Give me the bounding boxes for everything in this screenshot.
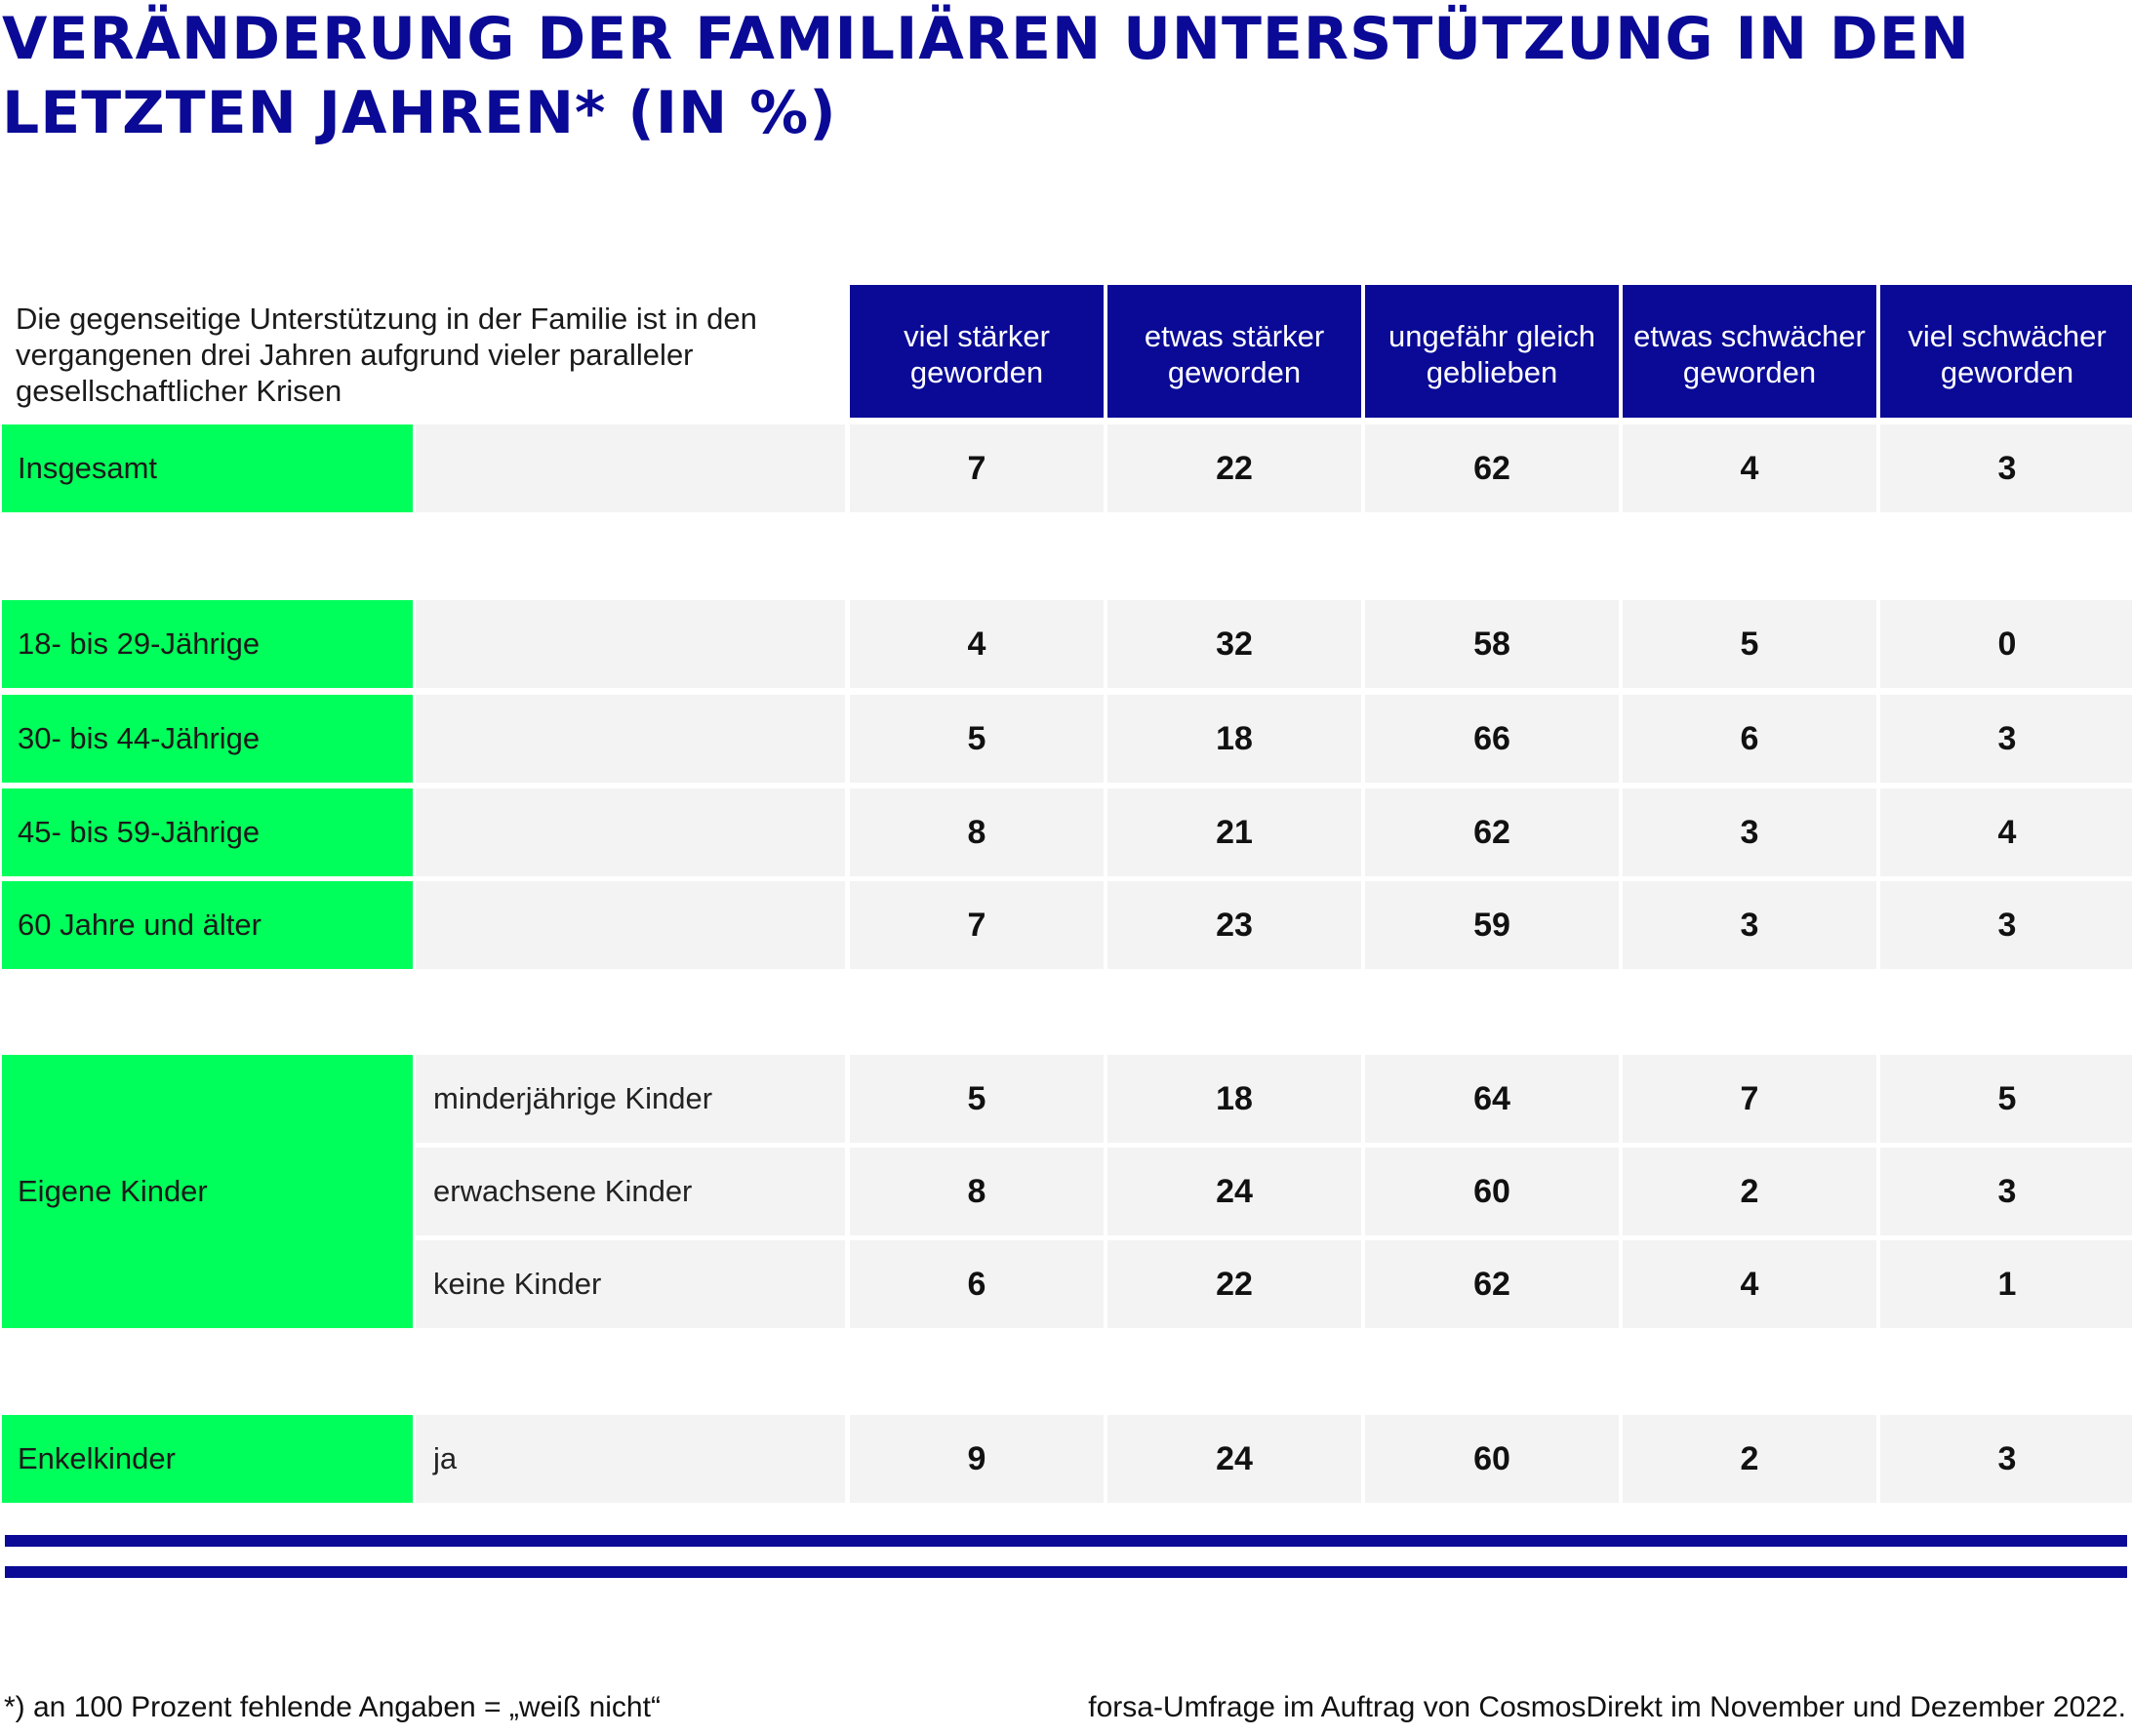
row-sublabel [416,424,845,512]
value-cell: 58 [1365,600,1619,688]
row-label: Insgesamt [2,424,413,512]
value-cell: 7 [1623,1055,1876,1143]
value-cell: 59 [1365,881,1619,969]
value-cell: 4 [1623,424,1876,512]
value-cell: 3 [1880,881,2132,969]
column-header: viel stärker geworden [850,285,1104,418]
value-cell: 2 [1623,1148,1876,1235]
value-cell: 3 [1623,881,1876,969]
column-header: etwas schwächer geworden [1623,285,1876,418]
value-cell: 4 [1880,788,2132,876]
value-cell: 3 [1880,1415,2132,1503]
value-cell: 60 [1365,1148,1619,1235]
value-cell: 1 [1880,1240,2132,1328]
value-cell: 5 [850,1055,1104,1143]
column-header: viel schwächer geworden [1880,285,2132,418]
value-cell: 5 [1623,600,1876,688]
row-sublabel [416,881,845,969]
value-cell: 66 [1365,695,1619,783]
value-cell: 23 [1107,881,1361,969]
value-cell: 64 [1365,1055,1619,1143]
value-cell: 6 [1623,695,1876,783]
value-cell: 21 [1107,788,1361,876]
value-cell: 62 [1365,788,1619,876]
row-label: 30- bis 44-Jährige [2,695,413,783]
row-sublabel [416,788,845,876]
page-title: VERÄNDERUNG DER FAMILIÄREN UNTERSTÜTZUNG… [2,5,1970,147]
value-cell: 7 [850,424,1104,512]
value-cell: 22 [1107,424,1361,512]
value-cell: 18 [1107,695,1361,783]
row-label: 60 Jahre und älter [2,881,413,969]
source-note: forsa-Umfrage im Auftrag von CosmosDirek… [1088,1691,2126,1723]
value-cell: 5 [1880,1055,2132,1143]
value-cell: 24 [1107,1415,1361,1503]
value-cell: 3 [1880,1148,2132,1235]
row-sublabel: erwachsene Kinder [416,1148,845,1235]
value-cell: 2 [1623,1415,1876,1503]
value-cell: 22 [1107,1240,1361,1328]
column-header: ungefähr gleich geblieben [1365,285,1619,418]
row-sublabel [416,695,845,783]
divider-rule-top [5,1535,2127,1547]
value-cell: 5 [850,695,1104,783]
value-cell: 8 [850,788,1104,876]
value-cell: 32 [1107,600,1361,688]
row-sublabel: keine Kinder [416,1240,845,1328]
row-sublabel [416,600,845,688]
row-sublabel: ja [416,1415,845,1503]
value-cell: 4 [1623,1240,1876,1328]
row-label: Eigene Kinder [2,1055,413,1328]
value-cell: 7 [850,881,1104,969]
value-cell: 4 [850,600,1104,688]
divider-rule-bottom [5,1566,2127,1578]
value-cell: 0 [1880,600,2132,688]
value-cell: 24 [1107,1148,1361,1235]
value-cell: 60 [1365,1415,1619,1503]
row-label: Enkelkinder [2,1415,413,1503]
value-cell: 18 [1107,1055,1361,1143]
value-cell: 9 [850,1415,1104,1503]
value-cell: 62 [1365,1240,1619,1328]
row-label: 45- bis 59-Jährige [2,788,413,876]
value-cell: 62 [1365,424,1619,512]
value-cell: 3 [1623,788,1876,876]
value-cell: 8 [850,1148,1104,1235]
value-cell: 3 [1880,695,2132,783]
value-cell: 6 [850,1240,1104,1328]
row-sublabel: minderjährige Kinder [416,1055,845,1143]
row-label: 18- bis 29-Jährige [2,600,413,688]
question-text: Die gegenseitige Unterstützung in der Fa… [16,302,757,408]
footnote: *) an 100 Prozent fehlende Angaben = „we… [4,1691,661,1723]
value-cell: 3 [1880,424,2132,512]
column-header: etwas stärker geworden [1107,285,1361,418]
